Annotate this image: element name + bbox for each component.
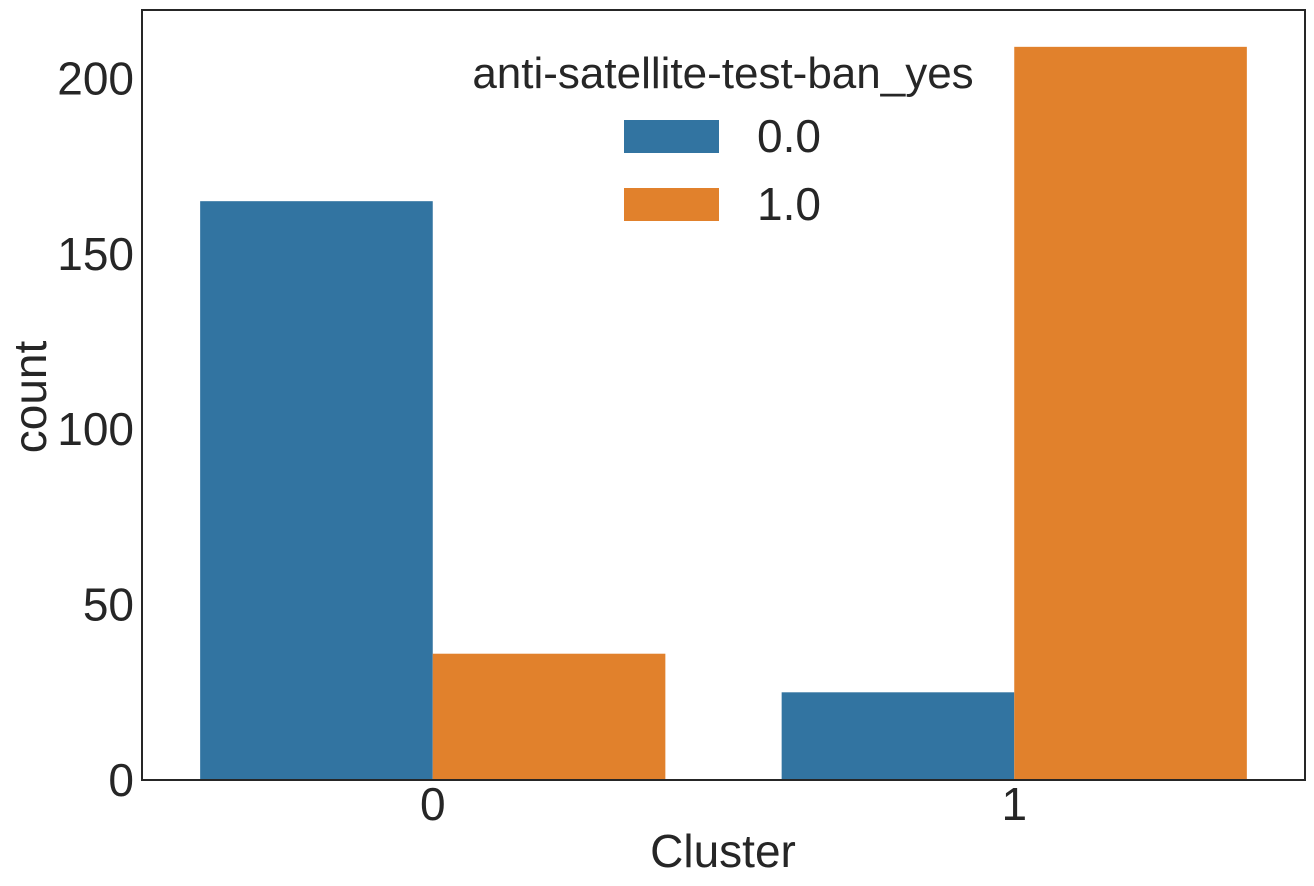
y-tick-label: 150 — [57, 228, 134, 280]
y-tick-label: 100 — [57, 403, 134, 455]
bar-cluster-0-series-0.0 — [200, 201, 433, 780]
y-tick-label: 0 — [108, 754, 134, 806]
legend-swatch — [624, 188, 719, 221]
bar-cluster-1-series-0.0 — [781, 692, 1015, 780]
y-tick-label: 200 — [57, 52, 134, 104]
y-tick-label: 50 — [83, 579, 134, 631]
legend-title: anti-satellite-test-ban_yes — [472, 49, 973, 98]
legend-label: 1.0 — [757, 178, 821, 230]
bar-cluster-1-series-1.0 — [1014, 46, 1247, 780]
x-axis-label: Cluster — [650, 825, 796, 877]
bars-layer — [200, 46, 1247, 780]
legend: anti-satellite-test-ban_yes 0.01.0 — [472, 49, 973, 230]
y-tick-labels: 0 50 100 150 200 — [57, 52, 134, 806]
legend-items: 0.01.0 — [624, 110, 821, 230]
y-axis-label: count — [4, 341, 56, 454]
plot-frame — [141, 9, 1306, 781]
legend-swatch — [624, 120, 719, 153]
x-tick-label: 1 — [1001, 778, 1027, 830]
bar-cluster-0-series-1.0 — [432, 653, 666, 780]
x-tick-label: 0 — [420, 778, 446, 830]
legend-label: 0.0 — [757, 110, 821, 162]
